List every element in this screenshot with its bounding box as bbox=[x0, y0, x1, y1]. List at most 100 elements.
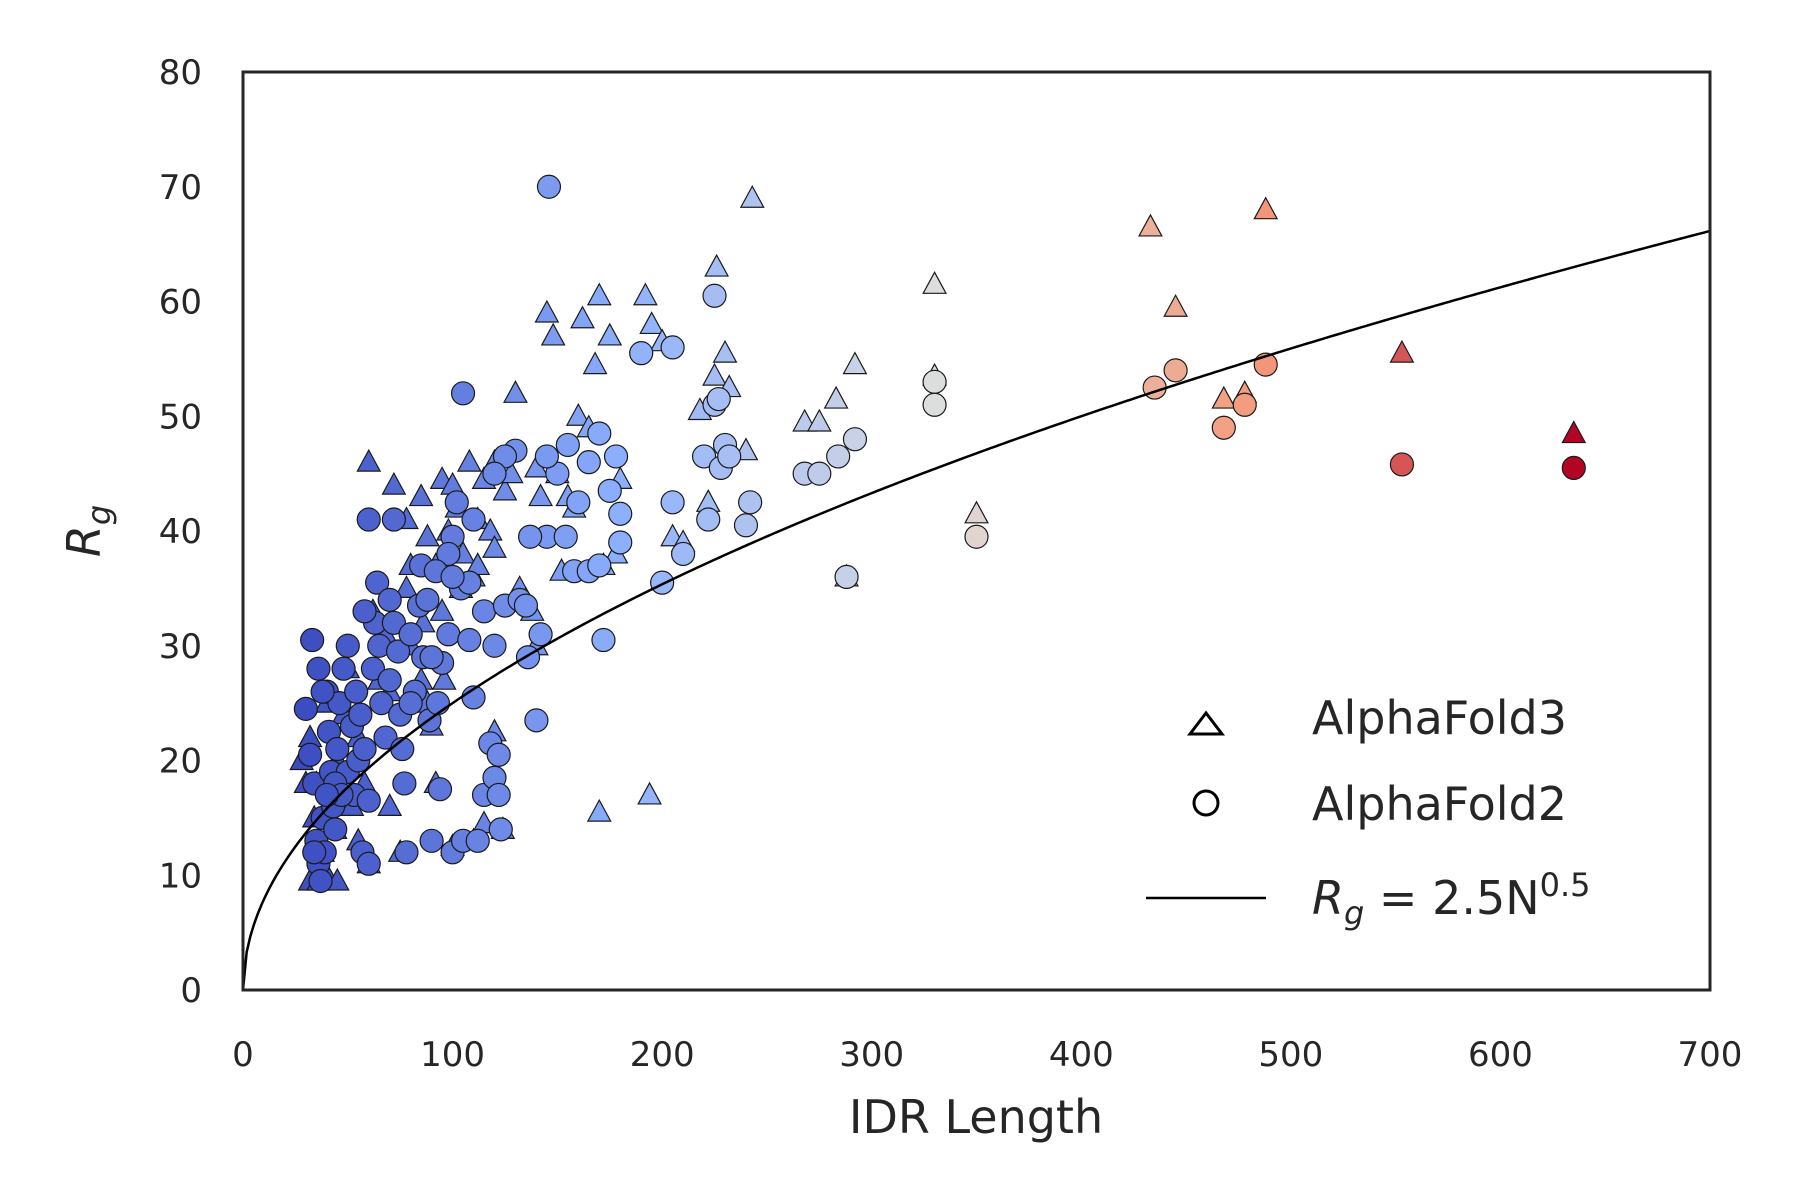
af2-point bbox=[327, 691, 352, 716]
af2-point bbox=[553, 524, 578, 549]
af2-point bbox=[608, 530, 633, 555]
af3-point bbox=[477, 517, 503, 541]
af3-point bbox=[1561, 420, 1587, 444]
af2-point bbox=[425, 691, 451, 716]
af2-point bbox=[536, 174, 562, 199]
x-tick-label: 200 bbox=[630, 1035, 695, 1075]
af2-point bbox=[660, 335, 685, 360]
af2-point bbox=[314, 782, 339, 808]
af2-point bbox=[356, 507, 381, 532]
af3-point bbox=[586, 282, 612, 306]
af3-point bbox=[394, 575, 419, 598]
af3-point bbox=[1389, 339, 1415, 363]
af2-point bbox=[486, 782, 511, 808]
af3-point bbox=[528, 483, 553, 507]
x-axis-title: IDR Length bbox=[849, 1090, 1103, 1144]
af2-point bbox=[629, 341, 654, 366]
legend-fit-eq: = 2.5N bbox=[1364, 871, 1539, 925]
af2-point bbox=[482, 461, 507, 486]
af2-point bbox=[331, 656, 356, 681]
af3-point bbox=[712, 339, 738, 363]
af2-point bbox=[650, 570, 675, 595]
af2-point bbox=[419, 828, 444, 853]
af2-point bbox=[394, 840, 419, 865]
af2-point bbox=[660, 490, 685, 515]
af2-point bbox=[922, 392, 947, 417]
af2-point bbox=[306, 656, 331, 681]
af3-point bbox=[482, 534, 507, 558]
af3-point bbox=[356, 448, 382, 472]
y-tick-label: 50 bbox=[159, 397, 202, 437]
af2-point bbox=[733, 513, 759, 538]
af3-point bbox=[570, 305, 595, 329]
af3-point bbox=[534, 299, 560, 323]
af3-point bbox=[429, 598, 455, 621]
y-tick-label: 80 bbox=[159, 53, 202, 93]
af3-point bbox=[964, 500, 989, 524]
af2-point bbox=[419, 645, 444, 670]
x-tick-label: 500 bbox=[1258, 1035, 1323, 1075]
af3-point bbox=[582, 351, 608, 375]
af2-point bbox=[415, 587, 440, 612]
af3-point bbox=[408, 483, 434, 507]
y-tick-label: 60 bbox=[159, 283, 202, 323]
af2-point bbox=[427, 777, 453, 802]
af2-point bbox=[377, 668, 402, 693]
af2-point bbox=[706, 386, 731, 412]
af3-point bbox=[456, 448, 482, 472]
af3-point bbox=[639, 311, 665, 335]
af3-point bbox=[1138, 213, 1163, 237]
af2-point bbox=[365, 570, 390, 595]
legend-label-af2: AlphaFold2 bbox=[1312, 777, 1567, 831]
x-tick-label: 300 bbox=[839, 1035, 904, 1075]
af2-point bbox=[518, 524, 543, 549]
points-layer bbox=[289, 174, 1587, 894]
af2-point bbox=[377, 587, 402, 612]
y-axis-title-sub: g bbox=[80, 505, 118, 525]
af3-point bbox=[702, 362, 727, 386]
af2-point bbox=[566, 490, 591, 515]
af2-point bbox=[352, 736, 377, 762]
af2-point bbox=[293, 696, 318, 721]
af3-point bbox=[632, 282, 658, 306]
y-tick-label: 40 bbox=[159, 512, 202, 552]
af2-point bbox=[323, 817, 348, 842]
af3-point bbox=[597, 322, 623, 346]
af2-point bbox=[450, 381, 476, 406]
af2-point bbox=[344, 679, 369, 704]
x-axis-ticks: 0 100 200 300 400 500 600 700 bbox=[232, 1035, 1742, 1075]
af2-point bbox=[738, 490, 763, 515]
y-tick-label: 70 bbox=[159, 168, 202, 208]
af2-point bbox=[398, 691, 423, 716]
af3-point bbox=[1253, 196, 1279, 220]
af2-point bbox=[842, 427, 868, 452]
legend-triangle-icon bbox=[1186, 710, 1226, 736]
af2-point bbox=[482, 633, 507, 658]
plot-frame bbox=[241, 70, 1712, 992]
legend-fit-sub: g bbox=[1344, 894, 1364, 932]
af3-point bbox=[586, 798, 612, 822]
af2-point bbox=[587, 553, 612, 578]
af2-point bbox=[597, 478, 622, 503]
af2-point bbox=[440, 564, 465, 590]
y-tick-label: 0 bbox=[180, 971, 202, 1011]
af2-point bbox=[1561, 455, 1586, 480]
y-axis-title-base: R bbox=[57, 525, 111, 557]
af2-point bbox=[356, 788, 381, 813]
af2-point bbox=[608, 501, 633, 526]
af2-point bbox=[670, 541, 696, 567]
af3-point bbox=[922, 271, 947, 294]
af3-point bbox=[540, 322, 566, 346]
af2-point bbox=[385, 639, 411, 664]
af3-point bbox=[739, 184, 765, 208]
af2-point bbox=[603, 444, 629, 469]
legend-label-af3: AlphaFold3 bbox=[1312, 691, 1567, 745]
af2-point bbox=[834, 564, 859, 590]
y-tick-label: 30 bbox=[159, 627, 202, 667]
af3-point bbox=[381, 471, 407, 495]
af2-point bbox=[325, 736, 350, 762]
y-axis-ticks: 0 10 20 30 40 50 60 70 80 bbox=[159, 53, 202, 1011]
af3-point bbox=[565, 402, 591, 426]
af2-point bbox=[471, 599, 497, 624]
af2-point bbox=[1211, 415, 1236, 440]
